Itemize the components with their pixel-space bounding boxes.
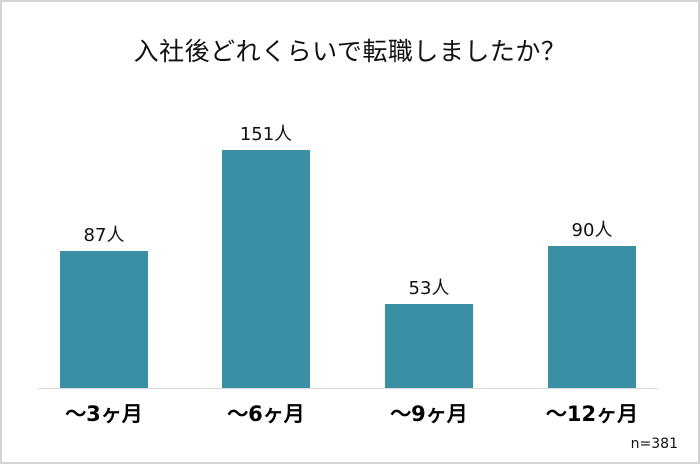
category-label-9-months: ～9ヶ月 [390, 402, 468, 426]
sample-size-note: n=381 [630, 436, 678, 452]
chart-title: 入社後どれくらいで転職しましたか？ [133, 37, 567, 66]
category-label-6-months: ～6ヶ月 [227, 402, 305, 426]
x-axis-line [38, 388, 658, 389]
bar-3-months [60, 251, 148, 388]
value-label-3-months: 87人 [83, 225, 125, 246]
category-label-3-months: ～3ヶ月 [65, 402, 143, 426]
value-label-9-months: 53人 [408, 278, 450, 299]
value-label-6-months: 151人 [239, 124, 293, 145]
bar-12-months [548, 246, 636, 388]
category-label-12-months: ～12ヶ月 [545, 402, 639, 426]
bar-9-months [385, 304, 473, 388]
value-label-12-months: 90人 [571, 220, 613, 241]
bar-6-months [222, 150, 310, 388]
